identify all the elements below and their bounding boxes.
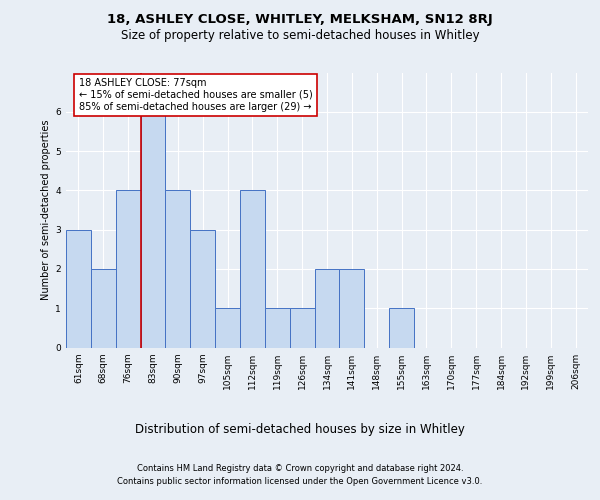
Bar — [91, 269, 116, 347]
Bar — [389, 308, 414, 348]
Text: 18, ASHLEY CLOSE, WHITLEY, MELKSHAM, SN12 8RJ: 18, ASHLEY CLOSE, WHITLEY, MELKSHAM, SN1… — [107, 12, 493, 26]
Bar — [265, 308, 290, 348]
Text: Distribution of semi-detached houses by size in Whitley: Distribution of semi-detached houses by … — [135, 422, 465, 436]
Bar — [190, 230, 215, 348]
Text: 18 ASHLEY CLOSE: 77sqm
← 15% of semi-detached houses are smaller (5)
85% of semi: 18 ASHLEY CLOSE: 77sqm ← 15% of semi-det… — [79, 78, 313, 112]
Y-axis label: Number of semi-detached properties: Number of semi-detached properties — [41, 120, 51, 300]
Bar — [166, 190, 190, 348]
Bar — [140, 112, 166, 348]
Bar — [116, 190, 140, 348]
Bar — [290, 308, 314, 348]
Text: Contains HM Land Registry data © Crown copyright and database right 2024.: Contains HM Land Registry data © Crown c… — [137, 464, 463, 473]
Bar — [66, 230, 91, 348]
Text: Contains public sector information licensed under the Open Government Licence v3: Contains public sector information licen… — [118, 478, 482, 486]
Bar — [314, 269, 340, 347]
Bar — [240, 190, 265, 348]
Text: Size of property relative to semi-detached houses in Whitley: Size of property relative to semi-detach… — [121, 29, 479, 42]
Bar — [340, 269, 364, 347]
Bar — [215, 308, 240, 348]
